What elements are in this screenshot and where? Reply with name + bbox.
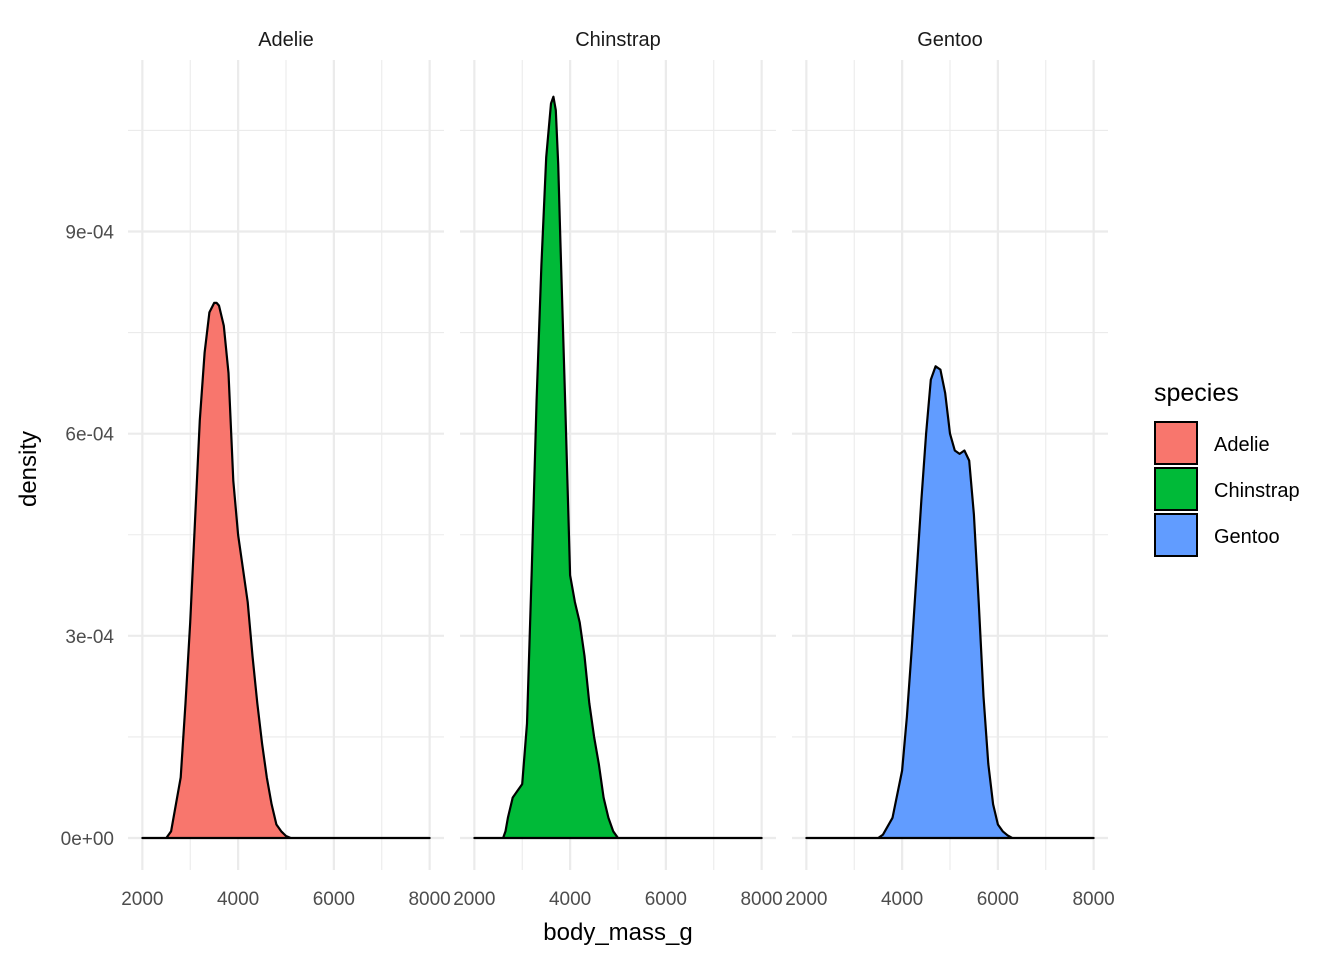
y-axis: 0e+00 3e-04 6e-04 9e-04 (61, 223, 115, 851)
legend-key-adelie (1154, 421, 1198, 465)
x-tick-label: 2000 (121, 889, 163, 910)
panel-chinstrap: Chinstrap 2000 4000 6000 8000 (453, 29, 783, 910)
y-tick-label: 9e-04 (65, 223, 114, 244)
facet-panels: Adelie 2000 4000 6000 8000 Chinstrap 2000 4000 6… (121, 29, 1115, 910)
facet-title-gentoo: Gentoo (917, 29, 983, 51)
legend-key-gentoo (1154, 513, 1198, 557)
x-tick-label: 2000 (785, 889, 827, 910)
legend-title: species (1154, 379, 1239, 407)
x-tick-label: 4000 (549, 889, 591, 910)
facet-title-adelie: Adelie (258, 29, 314, 51)
y-axis-title: density (15, 431, 42, 507)
panel-adelie: Adelie 2000 4000 6000 8000 (121, 29, 451, 910)
x-axis-title: body_mass_g (543, 919, 692, 946)
x-tick-label: 8000 (1072, 889, 1114, 910)
density-area-gentoo (805, 365, 1095, 840)
legend: species Adelie Chinstrap Gentoo (1154, 379, 1300, 557)
x-tick-label: 4000 (881, 889, 923, 910)
x-tick-label: 2000 (453, 889, 495, 910)
legend-label-adelie: Adelie (1214, 434, 1270, 456)
density-area-adelie (141, 301, 431, 840)
x-tick-label: 6000 (313, 889, 355, 910)
x-tick-label: 8000 (408, 889, 450, 910)
y-tick-label: 3e-04 (65, 627, 114, 648)
x-tick-label: 6000 (977, 889, 1019, 910)
legend-label-gentoo: Gentoo (1214, 526, 1280, 548)
x-tick-label: 6000 (645, 889, 687, 910)
x-tick-label: 4000 (217, 889, 259, 910)
x-tick-label: 8000 (740, 889, 782, 910)
legend-key-chinstrap (1154, 467, 1198, 511)
y-tick-label: 0e+00 (61, 829, 114, 850)
y-tick-label: 6e-04 (65, 425, 114, 446)
legend-label-chinstrap: Chinstrap (1214, 480, 1300, 502)
facet-title-chinstrap: Chinstrap (575, 29, 661, 51)
panel-gentoo: Gentoo 2000 4000 6000 8000 (785, 29, 1115, 910)
density-area-chinstrap (473, 95, 763, 840)
